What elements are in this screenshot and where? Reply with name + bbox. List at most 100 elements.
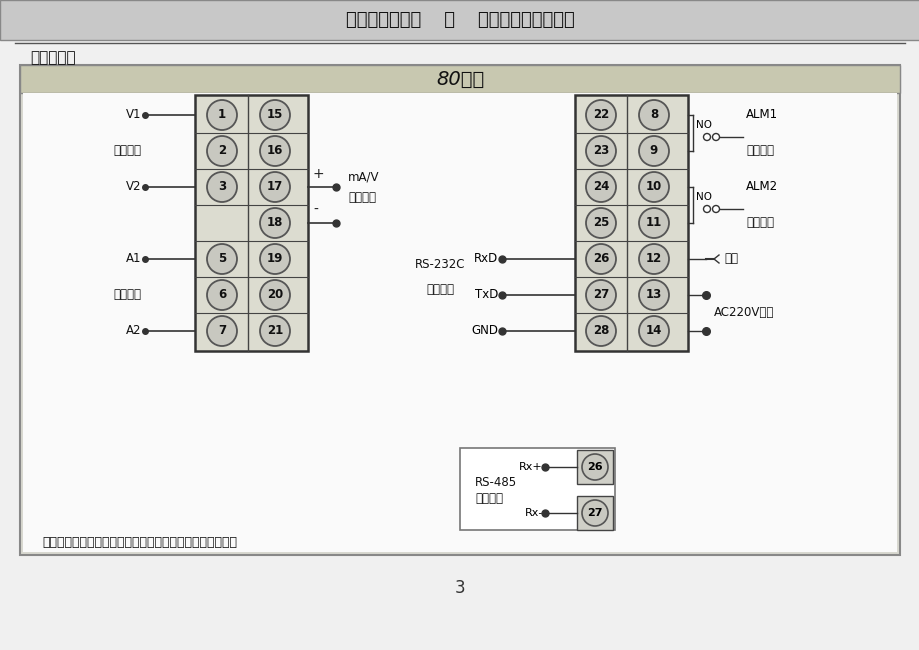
Circle shape	[207, 172, 237, 202]
Circle shape	[207, 280, 237, 310]
Circle shape	[207, 136, 237, 166]
Bar	[20, 65, 899, 555]
Text: 27: 27	[592, 289, 608, 302]
Text: 三、接线图: 三、接线图	[30, 51, 75, 66]
Text: -: -	[312, 203, 318, 217]
Circle shape	[260, 244, 289, 274]
Text: 9: 9	[649, 144, 657, 157]
Text: 电压输入: 电压输入	[113, 144, 141, 157]
Circle shape	[639, 316, 668, 346]
Circle shape	[703, 205, 709, 213]
Bar	[195, 95, 308, 351]
Bar	[23, 93, 896, 552]
Circle shape	[207, 244, 237, 274]
Text: 27: 27	[586, 508, 602, 518]
Text: AC220V供电: AC220V供电	[713, 307, 774, 320]
Circle shape	[639, 208, 668, 238]
Text: 25: 25	[592, 216, 608, 229]
Text: Rx-: Rx-	[524, 508, 542, 518]
Bar	[574, 95, 687, 351]
Text: 26: 26	[592, 252, 608, 265]
Text: 虹润牌智能仪表    之    交流电工显示控制仪: 虹润牌智能仪表 之 交流电工显示控制仪	[346, 11, 573, 29]
Text: NO: NO	[696, 192, 711, 202]
Circle shape	[639, 100, 668, 130]
Circle shape	[639, 280, 668, 310]
Text: RS-485: RS-485	[474, 476, 516, 489]
Text: GND: GND	[471, 324, 497, 337]
Text: TxD: TxD	[474, 289, 497, 302]
Text: A1: A1	[125, 252, 141, 265]
Text: mA/V: mA/V	[347, 170, 380, 183]
Circle shape	[582, 500, 607, 526]
Text: 第二报警: 第二报警	[745, 216, 773, 229]
Text: 6: 6	[218, 289, 226, 302]
Text: 14: 14	[645, 324, 662, 337]
Text: 8: 8	[649, 109, 657, 122]
Text: NO: NO	[696, 120, 711, 130]
Text: 2: 2	[218, 144, 226, 157]
Text: 26: 26	[586, 462, 602, 472]
Circle shape	[207, 100, 237, 130]
Text: 22: 22	[592, 109, 608, 122]
Circle shape	[260, 316, 289, 346]
Text: 80系列: 80系列	[436, 70, 483, 88]
Text: 第一报警: 第一报警	[745, 144, 773, 157]
Text: 15: 15	[267, 109, 283, 122]
Text: 21: 21	[267, 324, 283, 337]
Circle shape	[260, 280, 289, 310]
Circle shape	[260, 172, 289, 202]
Text: 通讯接口: 通讯接口	[474, 491, 503, 504]
Text: 3: 3	[454, 579, 465, 597]
Circle shape	[585, 316, 616, 346]
Circle shape	[582, 454, 607, 480]
Text: 3: 3	[218, 181, 226, 194]
Circle shape	[703, 133, 709, 140]
Text: 1: 1	[218, 109, 226, 122]
Circle shape	[260, 136, 289, 166]
Text: 11: 11	[645, 216, 662, 229]
Text: 7: 7	[218, 324, 226, 337]
Text: 变送输出: 变送输出	[347, 191, 376, 204]
Circle shape	[260, 208, 289, 238]
Bar	[576, 450, 612, 484]
Text: 20: 20	[267, 289, 283, 302]
Circle shape	[585, 208, 616, 238]
Text: 接地: 接地	[723, 252, 737, 265]
Text: 23: 23	[592, 144, 608, 157]
Circle shape	[585, 136, 616, 166]
Circle shape	[585, 172, 616, 202]
Bar	[0, 0, 919, 40]
Text: 17: 17	[267, 181, 283, 194]
Circle shape	[711, 205, 719, 213]
Text: 19: 19	[267, 252, 283, 265]
Text: 备注：特殊订货与本接线图不同之处，以随机接线图为准。: 备注：特殊订货与本接线图不同之处，以随机接线图为准。	[42, 536, 237, 549]
Circle shape	[585, 244, 616, 274]
Text: A2: A2	[125, 324, 141, 337]
Text: 5: 5	[218, 252, 226, 265]
Text: RxD: RxD	[473, 252, 497, 265]
Text: RS-232C: RS-232C	[414, 258, 465, 271]
Text: 12: 12	[645, 252, 662, 265]
Text: 10: 10	[645, 181, 662, 194]
Circle shape	[711, 133, 719, 140]
Text: 电流输入: 电流输入	[113, 289, 141, 302]
Bar	[460, 448, 614, 530]
Text: Rx+: Rx+	[518, 462, 542, 472]
Circle shape	[639, 244, 668, 274]
Text: 16: 16	[267, 144, 283, 157]
Text: 通讯接口: 通讯接口	[425, 283, 453, 296]
Text: 28: 28	[592, 324, 608, 337]
Text: V2: V2	[125, 181, 141, 194]
Circle shape	[639, 136, 668, 166]
Circle shape	[585, 100, 616, 130]
Bar	[20, 65, 899, 93]
Text: 18: 18	[267, 216, 283, 229]
Text: ALM2: ALM2	[745, 181, 777, 194]
Circle shape	[260, 100, 289, 130]
Text: +: +	[312, 167, 324, 181]
Circle shape	[207, 316, 237, 346]
Text: V1: V1	[125, 109, 141, 122]
Circle shape	[585, 280, 616, 310]
Text: ALM1: ALM1	[745, 109, 777, 122]
Text: 24: 24	[592, 181, 608, 194]
